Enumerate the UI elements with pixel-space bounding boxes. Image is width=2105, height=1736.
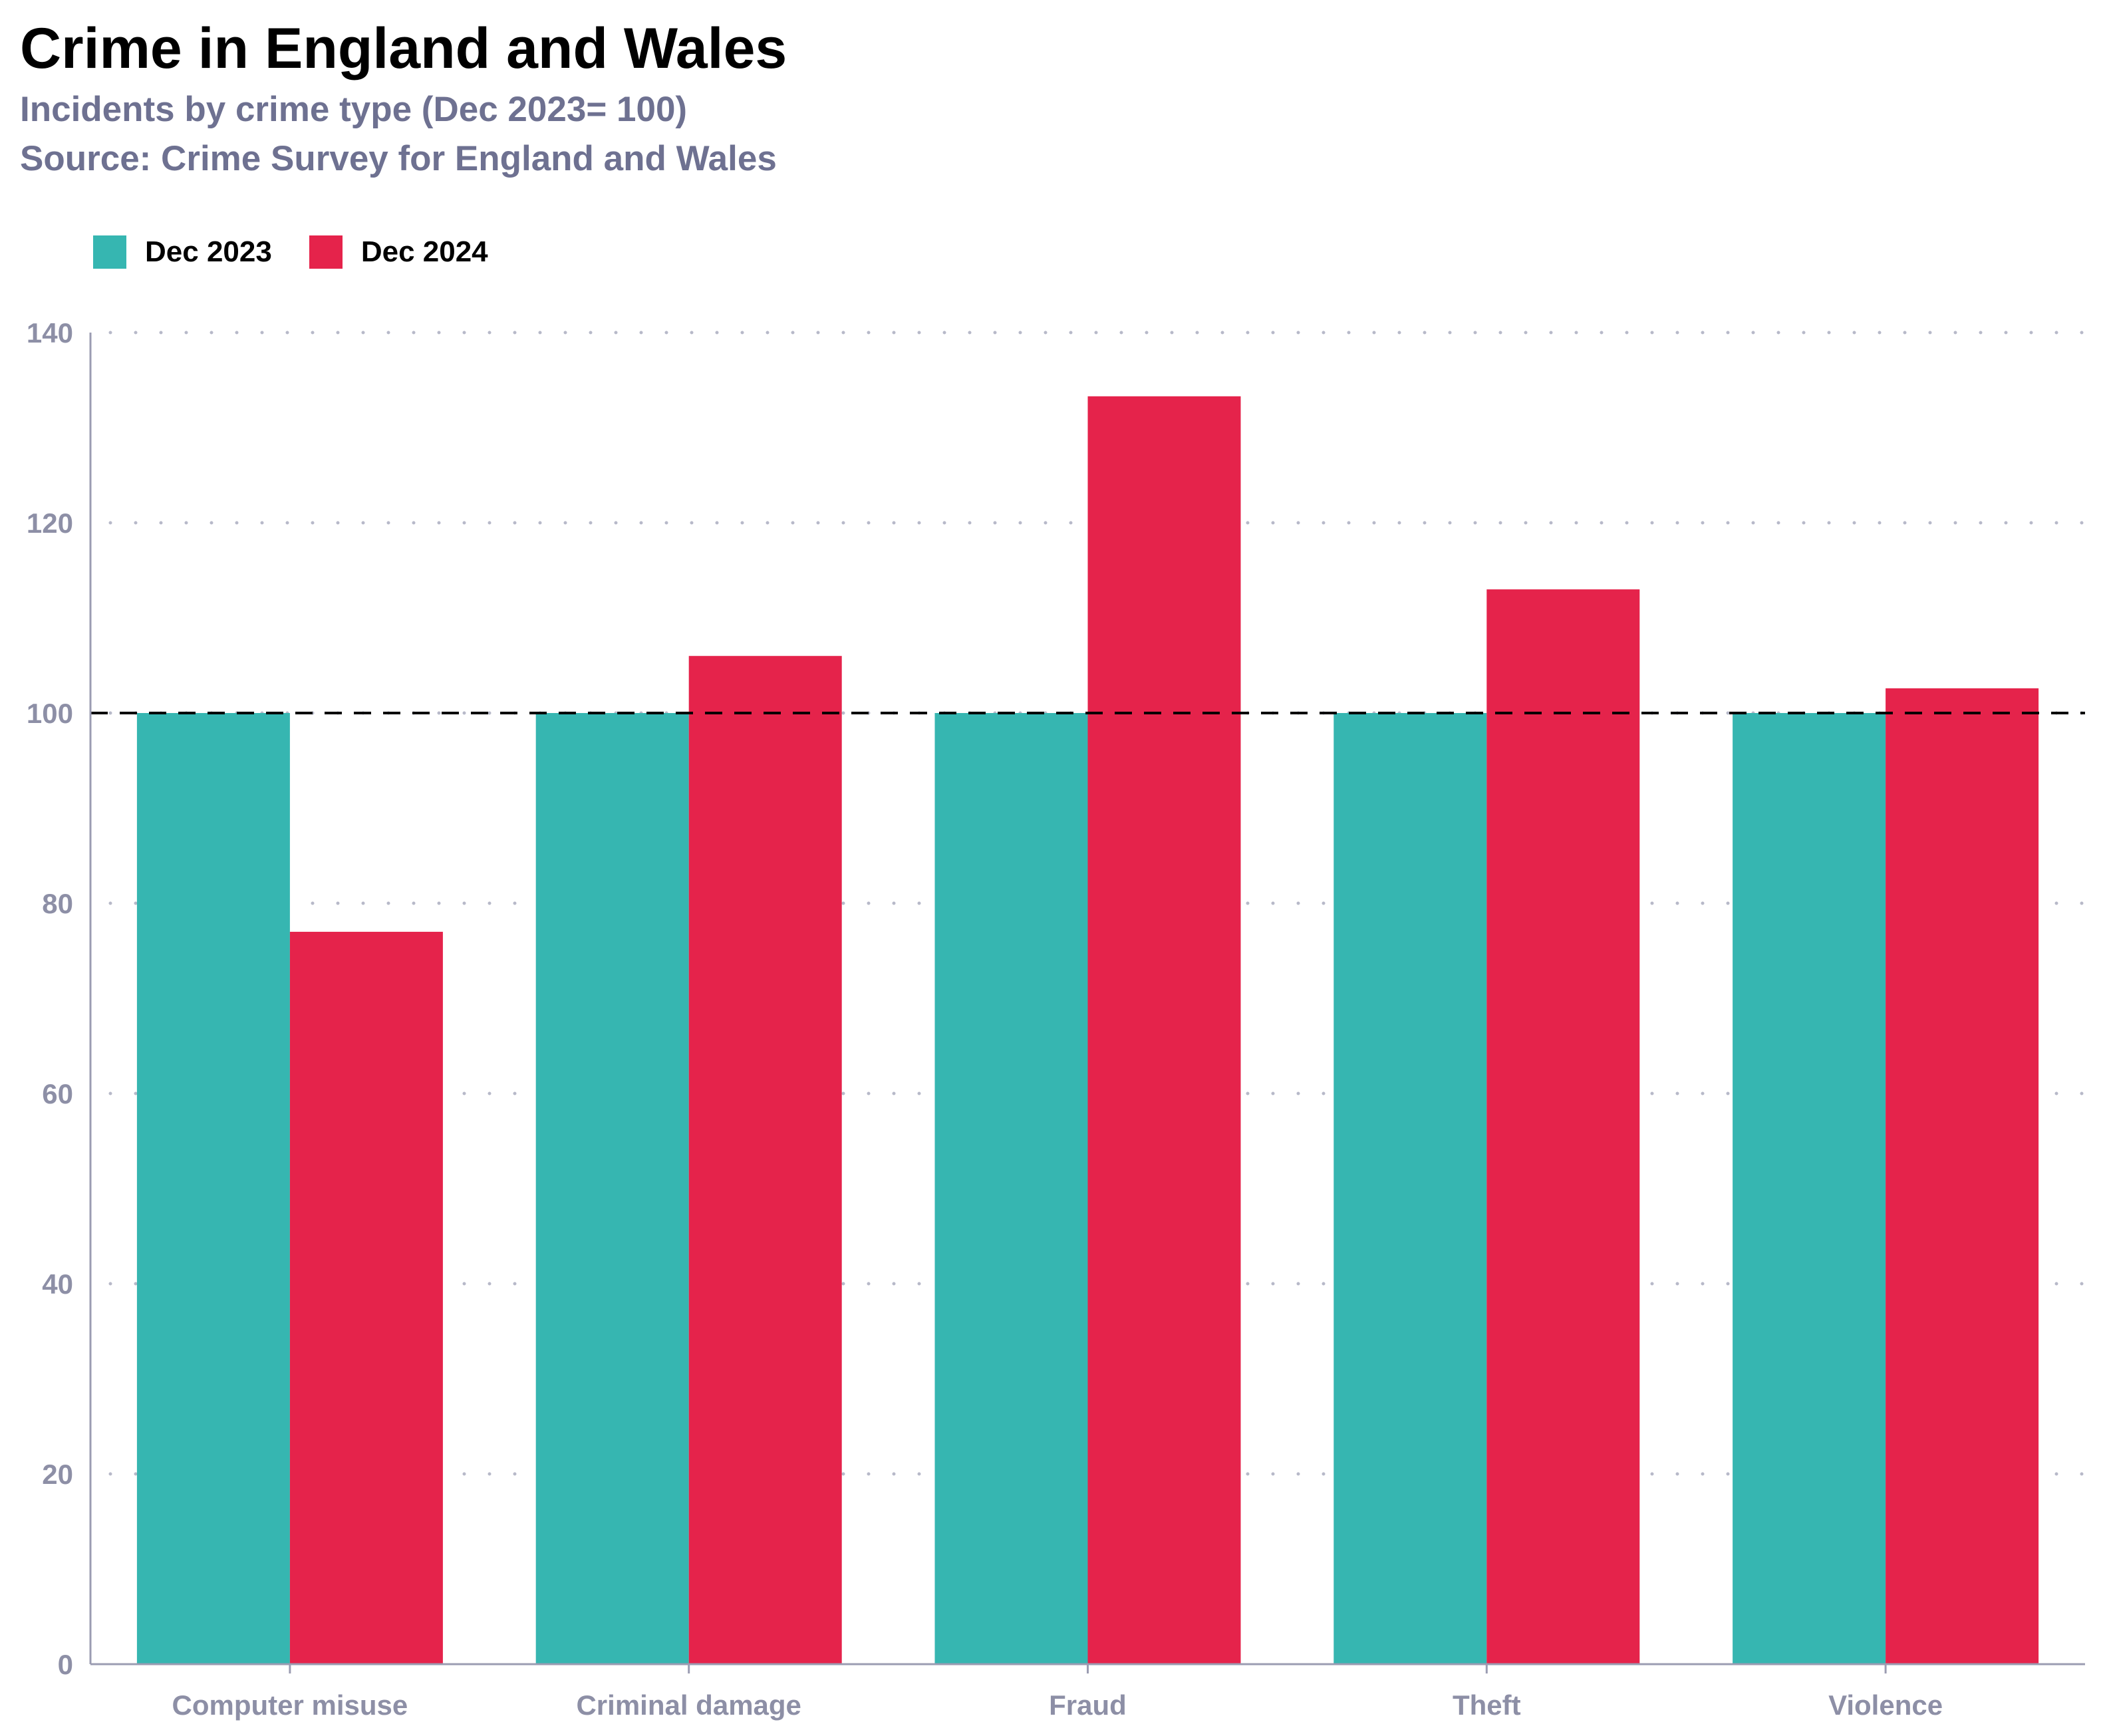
y-tick-label-60: 60 <box>42 1078 73 1109</box>
axes: 0 20 40 60 80 100 120 140 Computer misuse Crimina… <box>27 317 2085 1721</box>
chart-source: Source: Crime Survey for England and Wal… <box>20 139 777 178</box>
chart-title: Crime in England and Wales <box>20 17 787 80</box>
y-tick-label-0: 0 <box>58 1649 73 1680</box>
bars <box>136 396 2039 1665</box>
bar-theft-dec-2024 <box>1486 589 1640 1664</box>
legend-swatch-dec-2024 <box>309 235 343 269</box>
y-tick-label-80: 80 <box>42 888 73 919</box>
bar-violence-dec-2024 <box>1886 688 2039 1664</box>
x-tick-label-violence: Violence <box>1828 1689 1943 1721</box>
x-tick-label-criminal-damage: Criminal damage <box>576 1689 801 1721</box>
y-tick-label-20: 20 <box>42 1459 73 1490</box>
legend-item-dec-2024: Dec 2024 <box>309 235 488 269</box>
bar-violence-dec-2023 <box>1733 713 1886 1664</box>
legend-label-dec-2023: Dec 2023 <box>145 235 272 268</box>
y-tick-label-40: 40 <box>42 1268 73 1300</box>
bar-computer-misuse-dec-2024 <box>289 931 443 1664</box>
bar-fraud-dec-2024 <box>1087 396 1241 1664</box>
x-tick-label-fraud: Fraud <box>1049 1689 1127 1721</box>
bar-computer-misuse-dec-2023 <box>136 713 290 1664</box>
legend-swatch-dec-2023 <box>93 235 126 269</box>
bar-fraud-dec-2023 <box>934 713 1088 1664</box>
x-tick-label-computer-misuse: Computer misuse <box>172 1689 408 1721</box>
y-tick-label-100: 100 <box>27 698 73 729</box>
x-tick-label-theft: Theft <box>1453 1689 1521 1721</box>
y-tick-label-120: 120 <box>27 507 73 539</box>
chart-subtitle: Incidents by crime type (Dec 2023= 100) <box>20 90 688 129</box>
legend-item-dec-2023: Dec 2023 <box>93 235 272 269</box>
bar-theft-dec-2023 <box>1333 713 1487 1664</box>
bar-criminal-damage-dec-2024 <box>688 656 842 1665</box>
y-tick-label-140: 140 <box>27 317 73 349</box>
legend-label-dec-2024: Dec 2024 <box>360 235 488 268</box>
chart-header: Crime in England and Wales Incidents by … <box>20 12 787 184</box>
chart-legend: Dec 2023 Dec 2024 <box>93 235 525 269</box>
bar-criminal-damage-dec-2023 <box>535 713 689 1664</box>
